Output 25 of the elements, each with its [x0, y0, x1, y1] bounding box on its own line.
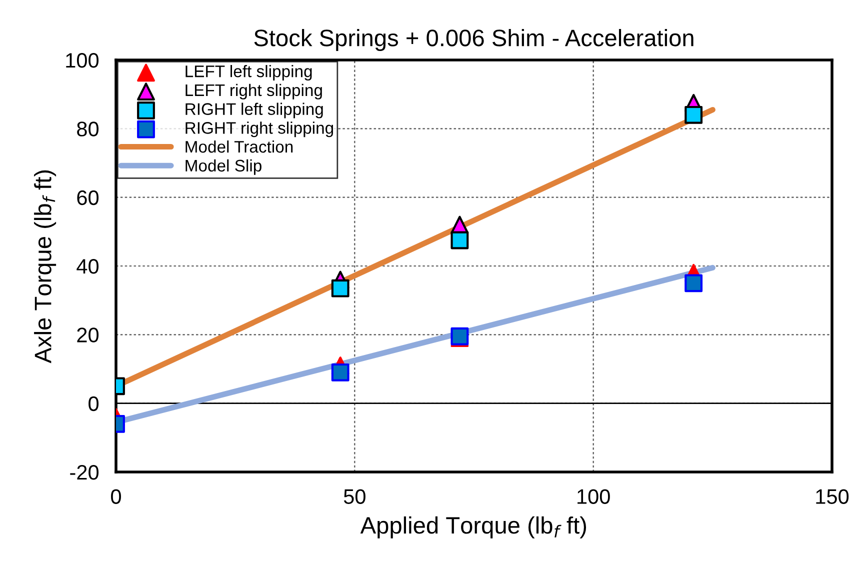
y-tick-label: 0 [88, 396, 99, 412]
point [331, 363, 350, 382]
x-tick-label: 50 [344, 489, 366, 504]
point [684, 106, 703, 124]
y-tick-label: 60 [77, 190, 99, 206]
y-tick-label: -20 [70, 465, 99, 480]
y-tick-label: 100 [66, 53, 99, 68]
point [684, 274, 703, 292]
legend-label: RIGHT right slipping [186, 122, 334, 138]
x-tick-label: 100 [578, 489, 610, 504]
x-tick-label: 0 [111, 489, 121, 504]
legend-label: RIGHT left slipping [186, 102, 323, 118]
legend-label: LEFT right slipping [186, 84, 322, 100]
y-tick-label: 40 [76, 259, 99, 274]
y-axis-title: Axle Torque (lb$_{f}$ ft) [34, 170, 56, 364]
chart-title: Stock Springs + 0.006 Shim - Acceleration [254, 29, 694, 52]
legend-label: Model Slip [186, 159, 262, 175]
x-tick-label: 150 [816, 489, 849, 504]
point [450, 231, 469, 250]
legend-label: Model Traction [186, 140, 293, 153]
y-tick-label: 80 [77, 122, 99, 136]
legend-label: LEFT left slipping [186, 65, 312, 81]
y-tick-label: 20 [77, 328, 99, 342]
point [331, 279, 350, 298]
x-axis-title: Applied Torque (lb$_{f}$ ft) [360, 516, 586, 538]
